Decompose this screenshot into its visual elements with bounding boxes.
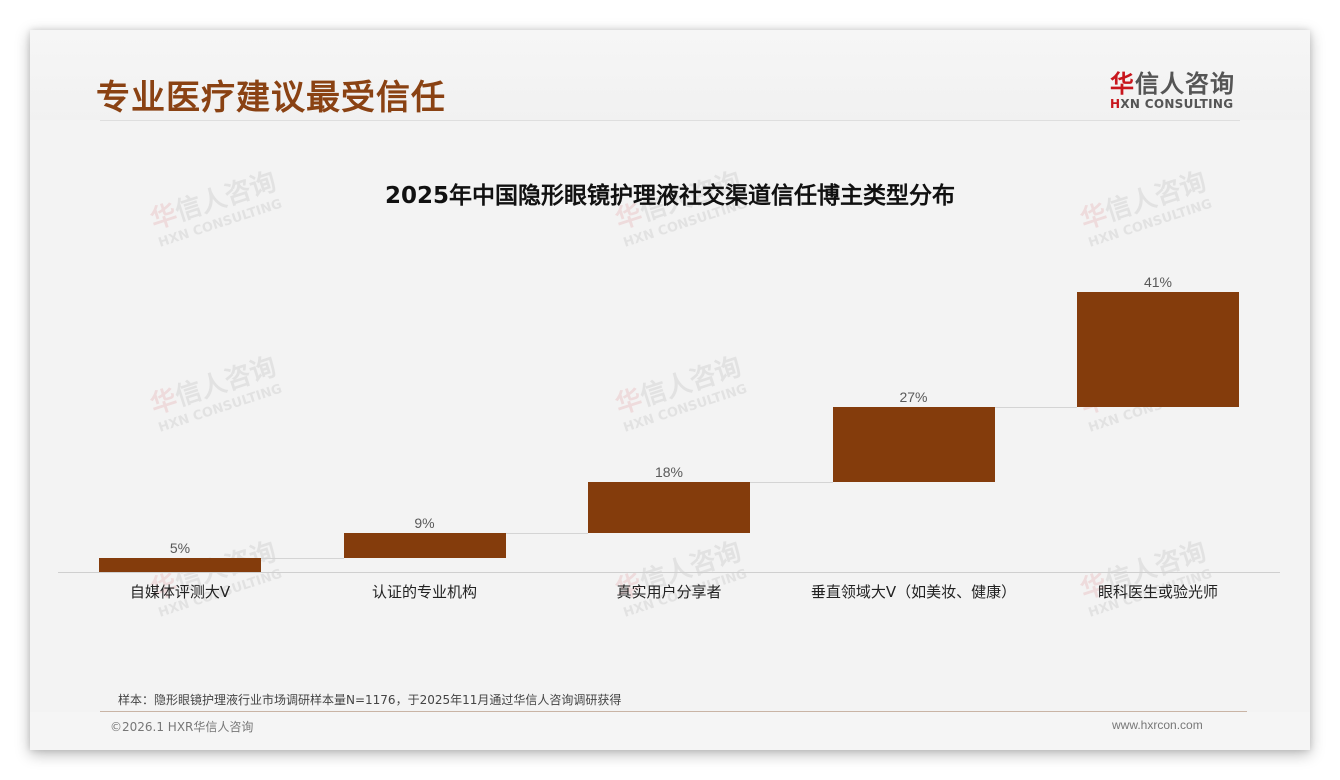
logo-en: HXN CONSULTING [1110, 97, 1234, 111]
bar-value-label: 9% [414, 514, 435, 531]
waterfall-chart: 5% 自媒体评测大V 9% 认证的专业机构 18% 真实用户分享者 27% 垂直领域大V（如美… [30, 30, 1310, 750]
bar [1077, 292, 1239, 407]
header-band [30, 30, 1310, 120]
category-label: 自媒体评测大V [129, 583, 231, 601]
waterfall-connector [994, 406, 1077, 408]
bar-value-label: 27% [899, 388, 928, 405]
header-divider [100, 120, 1240, 121]
x-axis-baseline [58, 572, 1280, 573]
logo-cn: 华信人咨询 [1110, 70, 1235, 98]
footer-band [30, 712, 1310, 750]
waterfall-connector [750, 482, 833, 484]
waterfall-connector [261, 558, 344, 559]
website-link[interactable]: www.hxrcon.com [1112, 718, 1203, 732]
page-title: 专业医疗建议最受信任 [96, 78, 446, 118]
slide: 专业医疗建议最受信任 华信人咨询 HXN CONSULTING 华信人咨询 HXN… [30, 30, 1310, 750]
bar [588, 482, 750, 533]
category-label: 真实用户分享者 [616, 583, 722, 601]
bar-value-label: 41% [1143, 274, 1173, 290]
bar [99, 558, 261, 572]
brand-logo: 华信人咨询 HXN CONSULTING [1110, 64, 1240, 111]
category-label: 垂直领域大V（如美妆、健康） [810, 583, 1017, 601]
bar-value-label: 18% [654, 464, 684, 481]
chart-title: 2025年中国隐形眼镜护理液社交渠道信任博主类型分布 [384, 183, 955, 209]
source-note: 样本：隐形眼镜护理液行业市场调研样本量N=1176，于2025年11月通过华信人… [118, 693, 622, 707]
category-label: 认证的专业机构 [371, 583, 477, 601]
bar [343, 532, 506, 558]
bar-value-label: 5% [169, 540, 191, 556]
bar [832, 406, 995, 483]
waterfall-connector [505, 532, 588, 534]
copyright-text: ©2026.1 HXR华信人咨询 [110, 720, 254, 734]
footer-divider [100, 711, 1247, 712]
category-label: 眼科医生或验光师 [1097, 583, 1218, 601]
